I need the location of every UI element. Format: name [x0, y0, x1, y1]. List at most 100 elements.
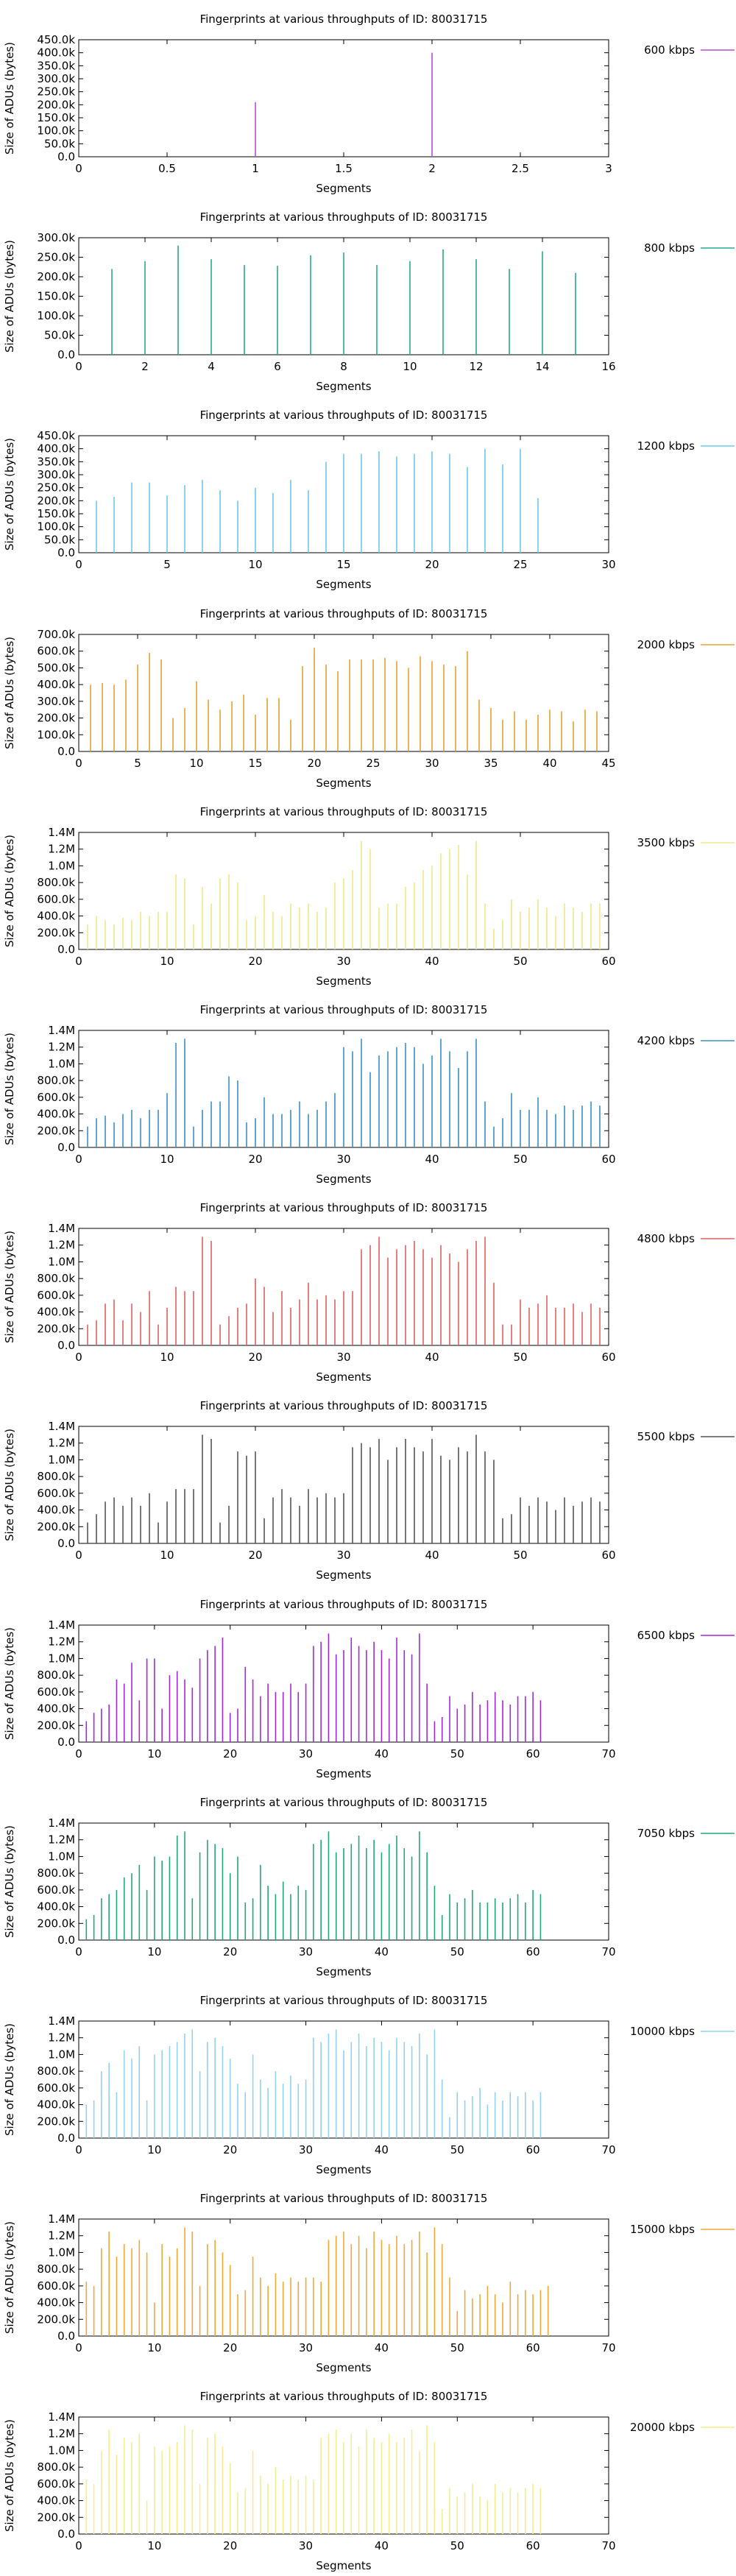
y-tick-label: 1.0M — [48, 2246, 75, 2260]
y-tick-label: 400.0k — [37, 1504, 75, 1517]
y-tick-label: 200.0k — [37, 2115, 75, 2128]
x-axis-label: Segments — [316, 1370, 371, 1384]
x-tick-label: 40 — [425, 1351, 439, 1364]
y-tick-label: 800.0k — [37, 1471, 75, 1484]
y-axis-label: Size of ADUs (bytes) — [3, 2419, 16, 2532]
y-axis-label: Size of ADUs (bytes) — [3, 1429, 16, 1541]
legend-label: 20000 kbps — [630, 2421, 695, 2434]
chart-title: Fingerprints at various throughputs of I… — [200, 1399, 488, 1412]
y-tick-label: 200.0k — [37, 1917, 75, 1930]
y-tick-label: 0.0 — [57, 1141, 75, 1154]
x-tick-label: 12 — [469, 360, 483, 373]
y-tick-label: 1.2M — [48, 843, 75, 856]
bar-series — [96, 449, 539, 553]
x-tick-label: 3 — [605, 162, 612, 175]
plot-frame — [78, 832, 609, 950]
y-axis-label: Size of ADUs (bytes) — [3, 1231, 16, 1343]
y-tick-label: 1.0M — [48, 1454, 75, 1467]
legend-label: 600 kbps — [644, 43, 695, 57]
bar-series — [111, 245, 576, 355]
x-tick-label: 5 — [163, 558, 171, 571]
y-tick-label: 150.0k — [37, 290, 75, 303]
x-tick-label: 10 — [189, 757, 203, 770]
x-tick-label: 15 — [248, 757, 262, 770]
y-tick-label: 700.0k — [37, 628, 75, 641]
plot-frame — [78, 1030, 609, 1148]
x-axis-label: Segments — [316, 2361, 371, 2374]
y-axis-label: Size of ADUs (bytes) — [3, 438, 16, 551]
y-tick-label: 400.0k — [37, 909, 75, 922]
x-tick-label: 40 — [425, 1549, 439, 1562]
x-tick-label: 0 — [75, 2341, 82, 2354]
x-axis-label: Segments — [316, 2163, 371, 2176]
x-tick-label: 10 — [160, 1351, 174, 1364]
chart-title: Fingerprints at various throughputs of I… — [200, 805, 488, 818]
y-tick-label: 1.4M — [48, 1618, 75, 1632]
y-tick-label: 400.0k — [37, 2494, 75, 2508]
y-tick-label: 150.0k — [37, 507, 75, 520]
y-tick-label: 250.0k — [37, 251, 75, 264]
x-tick-label: 14 — [535, 360, 549, 373]
chart-title: Fingerprints at various throughputs of I… — [200, 607, 488, 620]
y-tick-label: 0.0 — [57, 1537, 75, 1550]
x-tick-label: 30 — [299, 1747, 313, 1761]
x-tick-label: 25 — [366, 757, 380, 770]
y-tick-label: 0.0 — [57, 1339, 75, 1352]
y-axis-label: Size of ADUs (bytes) — [3, 1825, 16, 1938]
x-tick-label: 50 — [450, 2341, 464, 2354]
x-tick-label: 70 — [601, 2143, 615, 2156]
x-tick-label: 10 — [160, 1549, 174, 1562]
x-tick-label: 70 — [601, 1945, 615, 1958]
x-tick-label: 20 — [307, 757, 321, 770]
x-tick-label: 10 — [403, 360, 417, 373]
bar-series — [255, 52, 433, 157]
x-axis-label: Segments — [316, 974, 371, 988]
x-tick-label: 30 — [299, 2143, 313, 2156]
chart-panel-11: Fingerprints at various throughputs of I… — [3, 1994, 735, 2176]
y-tick-label: 800.0k — [37, 2262, 75, 2276]
x-tick-label: 30 — [299, 2341, 313, 2354]
legend-label: 4200 kbps — [637, 1034, 696, 1047]
y-tick-label: 1.0M — [48, 1652, 75, 1665]
x-tick-label: 2.5 — [512, 162, 529, 175]
y-axis-label: Size of ADUs (bytes) — [3, 835, 16, 947]
chart-title: Fingerprints at various throughputs of I… — [200, 1201, 488, 1214]
x-tick-label: 20 — [248, 1153, 262, 1166]
x-tick-label: 40 — [542, 757, 556, 770]
x-tick-label: 5 — [134, 757, 141, 770]
legend-label: 15000 kbps — [630, 2223, 695, 2236]
y-tick-label: 400.0k — [37, 1108, 75, 1121]
x-tick-label: 0 — [75, 955, 82, 968]
y-tick-label: 300.0k — [37, 468, 75, 481]
y-tick-label: 400.0k — [37, 442, 75, 456]
y-tick-label: 1.2M — [48, 1239, 75, 1252]
y-tick-label: 50.0k — [44, 329, 75, 342]
legend-label: 4800 kbps — [637, 1232, 696, 1245]
x-tick-label: 30 — [299, 1945, 313, 1958]
y-tick-label: 600.0k — [37, 2081, 75, 2095]
x-tick-label: 60 — [526, 1747, 540, 1761]
x-tick-label: 20 — [223, 2341, 237, 2354]
chart-title: Fingerprints at various throughputs of I… — [200, 13, 488, 26]
x-tick-label: 35 — [484, 757, 498, 770]
x-tick-label: 30 — [336, 1153, 350, 1166]
x-tick-label: 45 — [601, 757, 615, 770]
y-tick-label: 100.0k — [37, 520, 75, 534]
plot-frame — [78, 1228, 609, 1346]
chart-title: Fingerprints at various throughputs of I… — [200, 1598, 488, 1611]
chart-title: Fingerprints at various throughputs of I… — [200, 2192, 488, 2205]
x-tick-label: 40 — [375, 2143, 389, 2156]
x-axis-label: Segments — [316, 578, 371, 591]
x-tick-label: 60 — [526, 2341, 540, 2354]
x-tick-label: 1.5 — [335, 162, 353, 175]
y-tick-label: 1.4M — [48, 826, 75, 839]
x-tick-label: 70 — [601, 1747, 615, 1761]
y-tick-label: 800.0k — [37, 1074, 75, 1087]
x-tick-label: 20 — [223, 1945, 237, 1958]
chart-panel-2: Fingerprints at various throughputs of I… — [3, 210, 735, 393]
y-tick-label: 0.0 — [57, 2131, 75, 2145]
x-tick-label: 50 — [450, 2539, 464, 2552]
x-tick-label: 1 — [252, 162, 259, 175]
y-tick-label: 200.0k — [37, 1322, 75, 1335]
